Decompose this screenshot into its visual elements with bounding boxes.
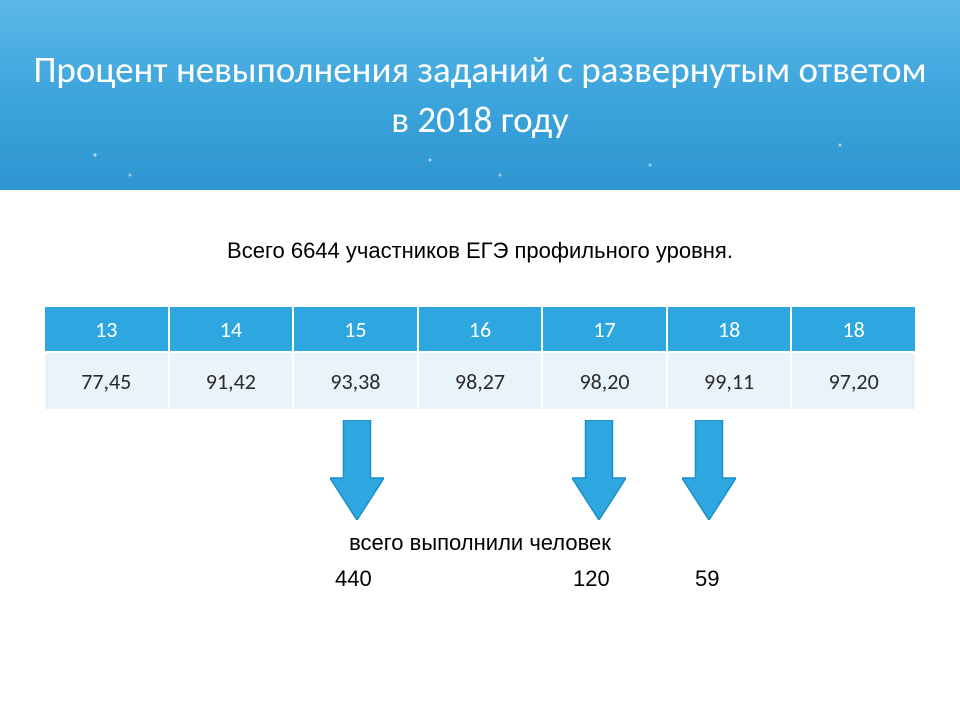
- subtitle: Всего 6644 участников ЕГЭ профильного ур…: [0, 238, 960, 264]
- table-cell: 98,27: [418, 352, 543, 410]
- table-header-cell: 17: [542, 306, 667, 352]
- table-row: 77,45 91,42 93,38 98,27 98,20 99,11 97,2…: [44, 352, 916, 410]
- data-table: 13 14 15 16 17 18 18 77,45 91,42 93,38 9…: [42, 304, 918, 412]
- count-label: 59: [695, 566, 719, 592]
- table-cell: 97,20: [791, 352, 916, 410]
- table-cell: 77,45: [44, 352, 169, 410]
- count-label: 440: [335, 566, 372, 592]
- page-title: Процент невыполнения заданий с развернут…: [3, 45, 956, 145]
- down-arrow-icon: [682, 420, 736, 520]
- caption: всего выполнили человек: [0, 530, 960, 556]
- table-cell: 91,42: [169, 352, 294, 410]
- table-header-cell: 16: [418, 306, 543, 352]
- table-header-cell: 18: [791, 306, 916, 352]
- table-cell: 93,38: [293, 352, 418, 410]
- down-arrow-icon: [572, 420, 626, 520]
- table-header-row: 13 14 15 16 17 18 18: [44, 306, 916, 352]
- down-arrow-icon: [330, 420, 384, 520]
- table-cell: 98,20: [542, 352, 667, 410]
- table-header-cell: 18: [667, 306, 792, 352]
- arrows-row: [0, 420, 960, 530]
- count-label: 120: [573, 566, 610, 592]
- table-header-cell: 15: [293, 306, 418, 352]
- title-band: Процент невыполнения заданий с развернут…: [0, 0, 960, 190]
- table-cell: 99,11: [667, 352, 792, 410]
- table-header-cell: 13: [44, 306, 169, 352]
- numbers-row: 440 120 59: [0, 566, 960, 596]
- table-header-cell: 14: [169, 306, 294, 352]
